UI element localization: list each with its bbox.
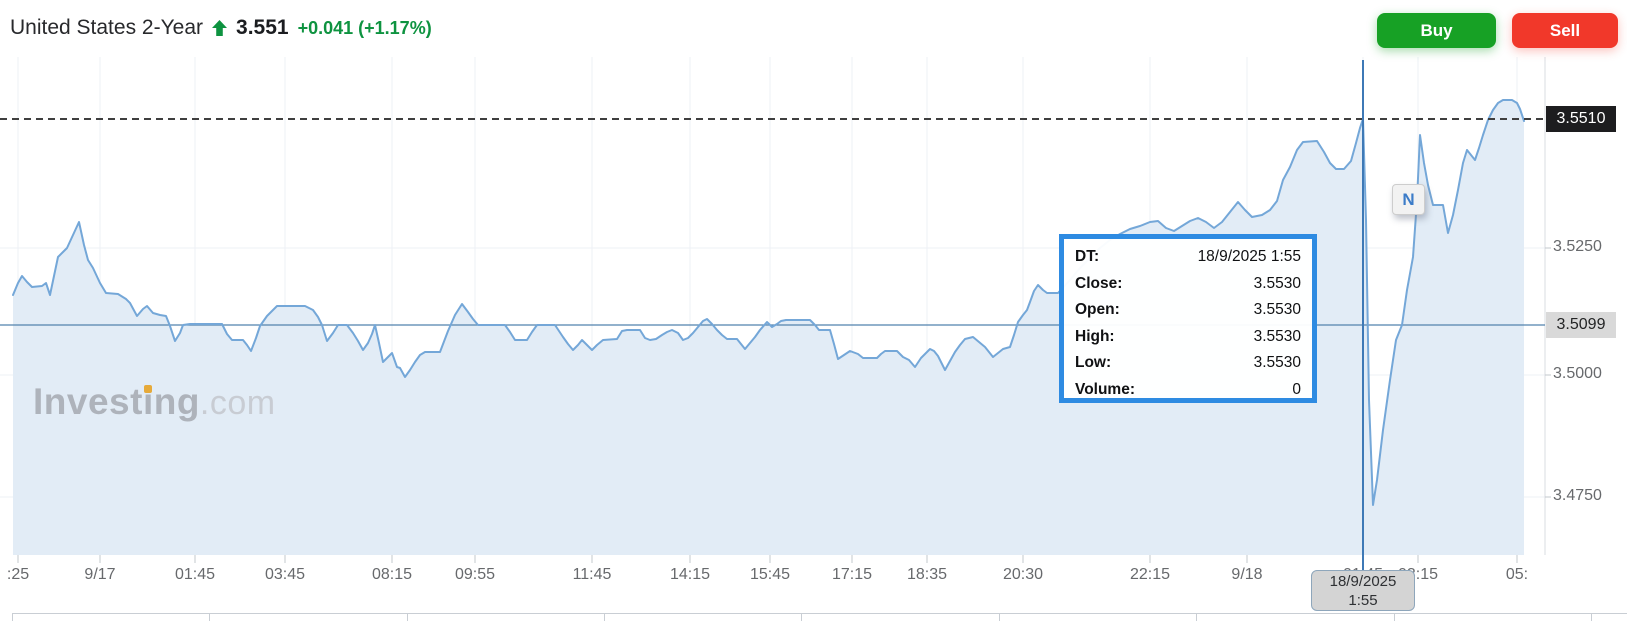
instrument-header: United States 2-Year 3.551 +0.041 (+1.17… [10,0,432,56]
tooltip-row-high: High: 3.5530 [1075,327,1301,345]
crosshair-time: 1:55 [1348,592,1378,609]
tooltip-row-volume: Volume: 0 [1075,380,1301,398]
tooltip-row-open: Open: 3.5530 [1075,301,1301,318]
instrument-title: United States 2-Year [10,16,204,39]
price-change: +0.041 (+1.17%) [298,18,432,39]
crosshair-date-label: 18/9/2025 1:55 [1311,570,1415,611]
buy-button[interactable]: Buy [1377,13,1496,48]
watermark-suffix: .com [199,384,276,422]
sell-button[interactable]: Sell [1512,13,1618,48]
tooltip-row-low: Low: 3.5530 [1075,354,1301,371]
change-absolute: +0.041 [297,17,354,38]
tooltip-row-dt: DT: 18/9/2025 1:55 [1075,248,1301,265]
news-marker[interactable]: N [1392,184,1425,215]
ohlc-tooltip: DT: 18/9/2025 1:55 Close: 3.5530 Open: 3.55… [1059,234,1317,403]
tooltip-row-close: Close: 3.5530 [1075,274,1301,292]
investing-watermark: Investıng.com [33,381,276,423]
watermark-text-1: Invest [33,381,143,422]
series-line [12,99,1525,506]
up-arrow-icon [212,20,228,36]
change-percent: (+1.17%) [358,17,432,38]
news-marker-label: N [1402,189,1415,209]
crosshair-date: 18/9/2025 [1329,573,1397,590]
watermark-text-2: ng [153,381,200,422]
series-area-fill [13,100,1524,555]
last-price-badge: 3.5510 [1546,106,1616,132]
prev-close-badge: 3.5099 [1546,312,1616,338]
last-price: 3.551 [236,16,289,39]
watermark-gold-dot-i: ı [142,381,154,422]
